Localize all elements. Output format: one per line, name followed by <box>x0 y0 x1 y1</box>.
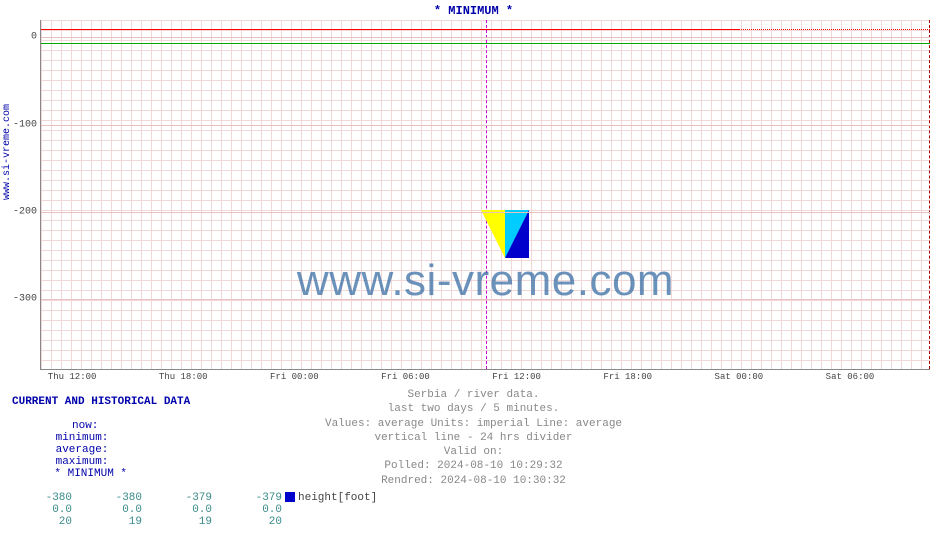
series-red-dashed <box>486 29 931 30</box>
y-tick-label: -200 <box>13 206 37 217</box>
data-table-col-headers: now: minimum: average: maximum: * MINIMU… <box>12 408 377 492</box>
x-tick-label: Thu 18:00 <box>159 372 208 382</box>
x-tick-label: Fri 06:00 <box>381 372 430 382</box>
x-tick-label: Sat 06:00 <box>826 372 875 382</box>
data-table: CURRENT AND HISTORICAL DATA now: minimum… <box>12 396 377 528</box>
x-tick-label: Fri 12:00 <box>492 372 541 382</box>
series-swatch <box>285 492 295 502</box>
divider-24h <box>486 20 487 369</box>
y-tick-label: -100 <box>13 119 37 130</box>
x-tick-label: Thu 12:00 <box>48 372 97 382</box>
y-tick-label: -300 <box>13 294 37 305</box>
y-tick-label: 0 <box>31 32 37 43</box>
x-tick-label: Sat 00:00 <box>715 372 764 382</box>
table-row: 0.00.00.00.0 <box>12 504 377 516</box>
right-edge-marker <box>929 20 930 369</box>
data-table-header: CURRENT AND HISTORICAL DATA <box>12 396 377 408</box>
table-row: -380-380-379-379height[foot] <box>12 492 377 504</box>
chart-plot-area: www.si-vreme.com 0-100-200-300Thu 12:00T… <box>40 20 930 370</box>
x-tick-label: Fri 18:00 <box>603 372 652 382</box>
gridline-h <box>41 299 930 300</box>
gridline-h <box>41 212 930 213</box>
gridline-h <box>41 125 930 126</box>
x-tick-label: Fri 00:00 <box>270 372 319 382</box>
y-axis-label: www.si-vreme.com <box>2 104 13 200</box>
watermark-logo <box>481 210 529 258</box>
table-row: 20191920 <box>12 516 377 528</box>
chart-title: * MINIMUM * <box>0 4 947 18</box>
series-name: height[foot] <box>298 492 377 504</box>
gridline-h <box>41 37 930 38</box>
